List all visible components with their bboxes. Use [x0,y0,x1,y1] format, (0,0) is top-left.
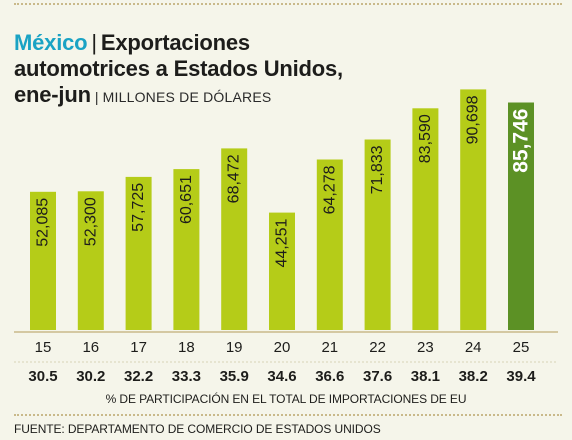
bar-15 [30,191,56,330]
value-label-17: 57,725 [130,183,147,232]
tick-label-20: 20 [274,339,291,356]
share-value-23: 38.1 [411,368,440,385]
bottom-divider [14,414,562,416]
value-label-21: 64,278 [321,165,338,214]
value-label-20: 44,251 [274,219,291,268]
value-label-15: 52,085 [35,198,52,247]
title-part-1: Exportaciones [100,30,250,55]
share-value-16: 30.2 [76,368,105,385]
bar-19 [221,148,248,330]
tick-label-16: 16 [82,339,99,356]
tick-label-18: 18 [178,339,195,356]
share-value-19: 35.9 [220,368,249,385]
bar-18 [173,169,200,330]
value-label-19: 68,472 [226,154,243,203]
tick-label-21: 21 [321,339,338,356]
title-line-3: ene-jun | MILLONES DE DÓLARES [14,82,434,110]
value-label-16: 52,300 [82,197,99,246]
value-label-25: 85,746 [510,109,533,173]
unit-label: MILLONES DE DÓLARES [102,89,272,105]
tick-label-19: 19 [226,339,243,356]
tick-label-22: 22 [369,339,386,356]
bar-24 [460,89,487,331]
source-note: FUENTE: DEPARTAMENTO DE COMERCIO DE ESTA… [14,422,381,436]
share-value-15: 30.5 [28,368,57,385]
tick-label-24: 24 [465,339,482,356]
bar-chart: 52,085 15 30.5 52,300 16 30.2 57,725 17 32.2 60,6… [14,89,558,385]
value-label-24: 90,698 [465,95,482,144]
bar-16 [77,191,104,330]
share-value-21: 36.6 [315,368,344,385]
bar-20 [269,212,295,330]
title-line-1: México | Exportaciones [14,30,434,56]
title-country: México [14,30,88,55]
chart-title: México | Exportaciones automotrices a Esta… [14,30,434,110]
bar-17 [125,176,152,330]
value-label-18: 60,651 [178,175,195,224]
title-separator: | [91,30,97,55]
share-value-17: 32.2 [124,368,153,385]
share-value-25: 39.4 [506,368,536,385]
tick-label-25: 25 [513,339,530,356]
top-divider [14,3,562,5]
bar-21 [316,159,343,330]
tick-label-23: 23 [417,339,434,356]
share-value-18: 33.3 [172,368,201,385]
value-label-23: 83,590 [417,114,434,163]
title-part-3: ene-jun [14,82,91,107]
tick-label-15: 15 [35,339,52,356]
unit-separator: | [94,89,99,105]
share-value-20: 34.6 [267,368,296,385]
title-line-2: automotrices a Estados Unidos, [14,56,343,81]
bar-25 [508,102,534,330]
bar-23 [412,108,439,330]
tick-label-17: 17 [130,339,147,356]
value-label-22: 71,833 [369,145,386,194]
share-note: % DE PARTICIPACIÓN EN EL TOTAL DE IMPORT… [105,392,467,406]
bar-22 [364,139,391,330]
share-value-24: 38.2 [459,368,488,385]
share-value-22: 37.6 [363,368,392,385]
